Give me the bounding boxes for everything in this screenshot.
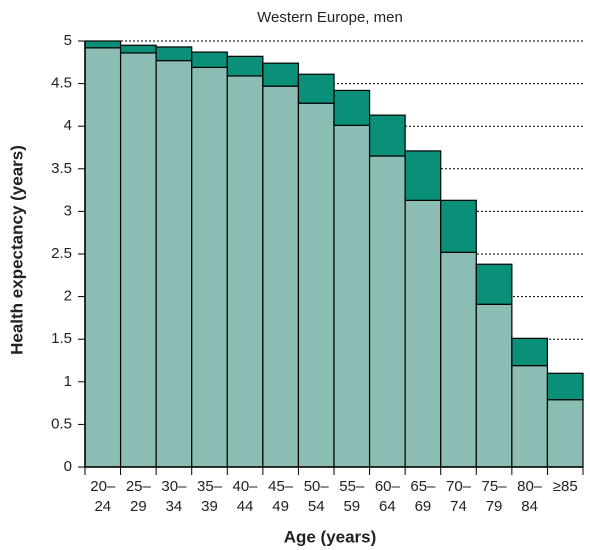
bar-segment (475, 263, 513, 305)
y-tick-label: 4.5 (51, 75, 72, 92)
bar-segment (333, 89, 371, 126)
y-tick-label: 0 (64, 458, 72, 475)
bar-segment (226, 55, 264, 77)
bar-segment (226, 75, 264, 468)
y-tick-label: 2 (64, 288, 72, 305)
x-tick-label: 40– 44 (233, 478, 259, 515)
x-tick-label: 70– 74 (446, 478, 472, 515)
y-tick-label: 3.5 (51, 160, 72, 177)
y-tick-label: 0.5 (51, 415, 72, 432)
bar-segment (262, 85, 300, 468)
bar-segment (546, 372, 584, 401)
x-tick-label: 20– 24 (90, 478, 116, 515)
x-tick-label: 50– 54 (304, 478, 330, 515)
bar-segment (440, 251, 477, 468)
y-axis-label: Health expectancy (years) (7, 145, 26, 355)
y-tick-label: 2.5 (51, 245, 72, 262)
x-tick-label: 55– 59 (339, 478, 365, 515)
bar-segment (333, 124, 371, 468)
bar-segment (404, 150, 442, 201)
bar-segment (368, 114, 406, 157)
x-tick-label: ≥85 (553, 478, 578, 495)
x-tick-label: 30– 34 (161, 478, 187, 515)
bar-segment (475, 303, 513, 468)
x-tick-label: 45– 49 (268, 478, 294, 515)
y-tick-label: 4 (64, 117, 72, 134)
x-tick-label: 75– 79 (482, 478, 508, 515)
y-tick-label: 3 (64, 202, 72, 219)
bar-segment (440, 199, 477, 253)
x-axis-label: Age (years) (284, 527, 377, 546)
bar-segment (368, 155, 406, 468)
y-tick-label: 1.5 (51, 330, 72, 347)
bar-segment (297, 73, 335, 104)
bar-segment (191, 66, 228, 468)
bar-segment (191, 51, 228, 69)
y-tick-label: 1 (64, 373, 72, 390)
y-tick-label: 5 (64, 32, 72, 49)
x-tick-label: 60– 64 (375, 478, 401, 515)
bar-segment (297, 102, 335, 468)
x-tick-label: 25– 29 (126, 478, 152, 515)
bar-segment (119, 52, 157, 468)
bar-segment (511, 365, 549, 468)
bar-segment (262, 62, 300, 87)
bar-segment (546, 399, 584, 468)
bar-segment (404, 199, 442, 468)
chart-title: Western Europe, men (257, 9, 403, 26)
bar-segment (84, 47, 122, 468)
bar-segment (511, 337, 549, 367)
x-tick-label: 65– 69 (410, 478, 436, 515)
bar-segment (155, 59, 193, 468)
bar-segment (155, 46, 193, 62)
x-tick-label: 35– 39 (197, 478, 223, 515)
bar-segment (119, 44, 157, 54)
x-tick-label: 80– 84 (517, 478, 543, 515)
bar-segment (84, 40, 122, 49)
